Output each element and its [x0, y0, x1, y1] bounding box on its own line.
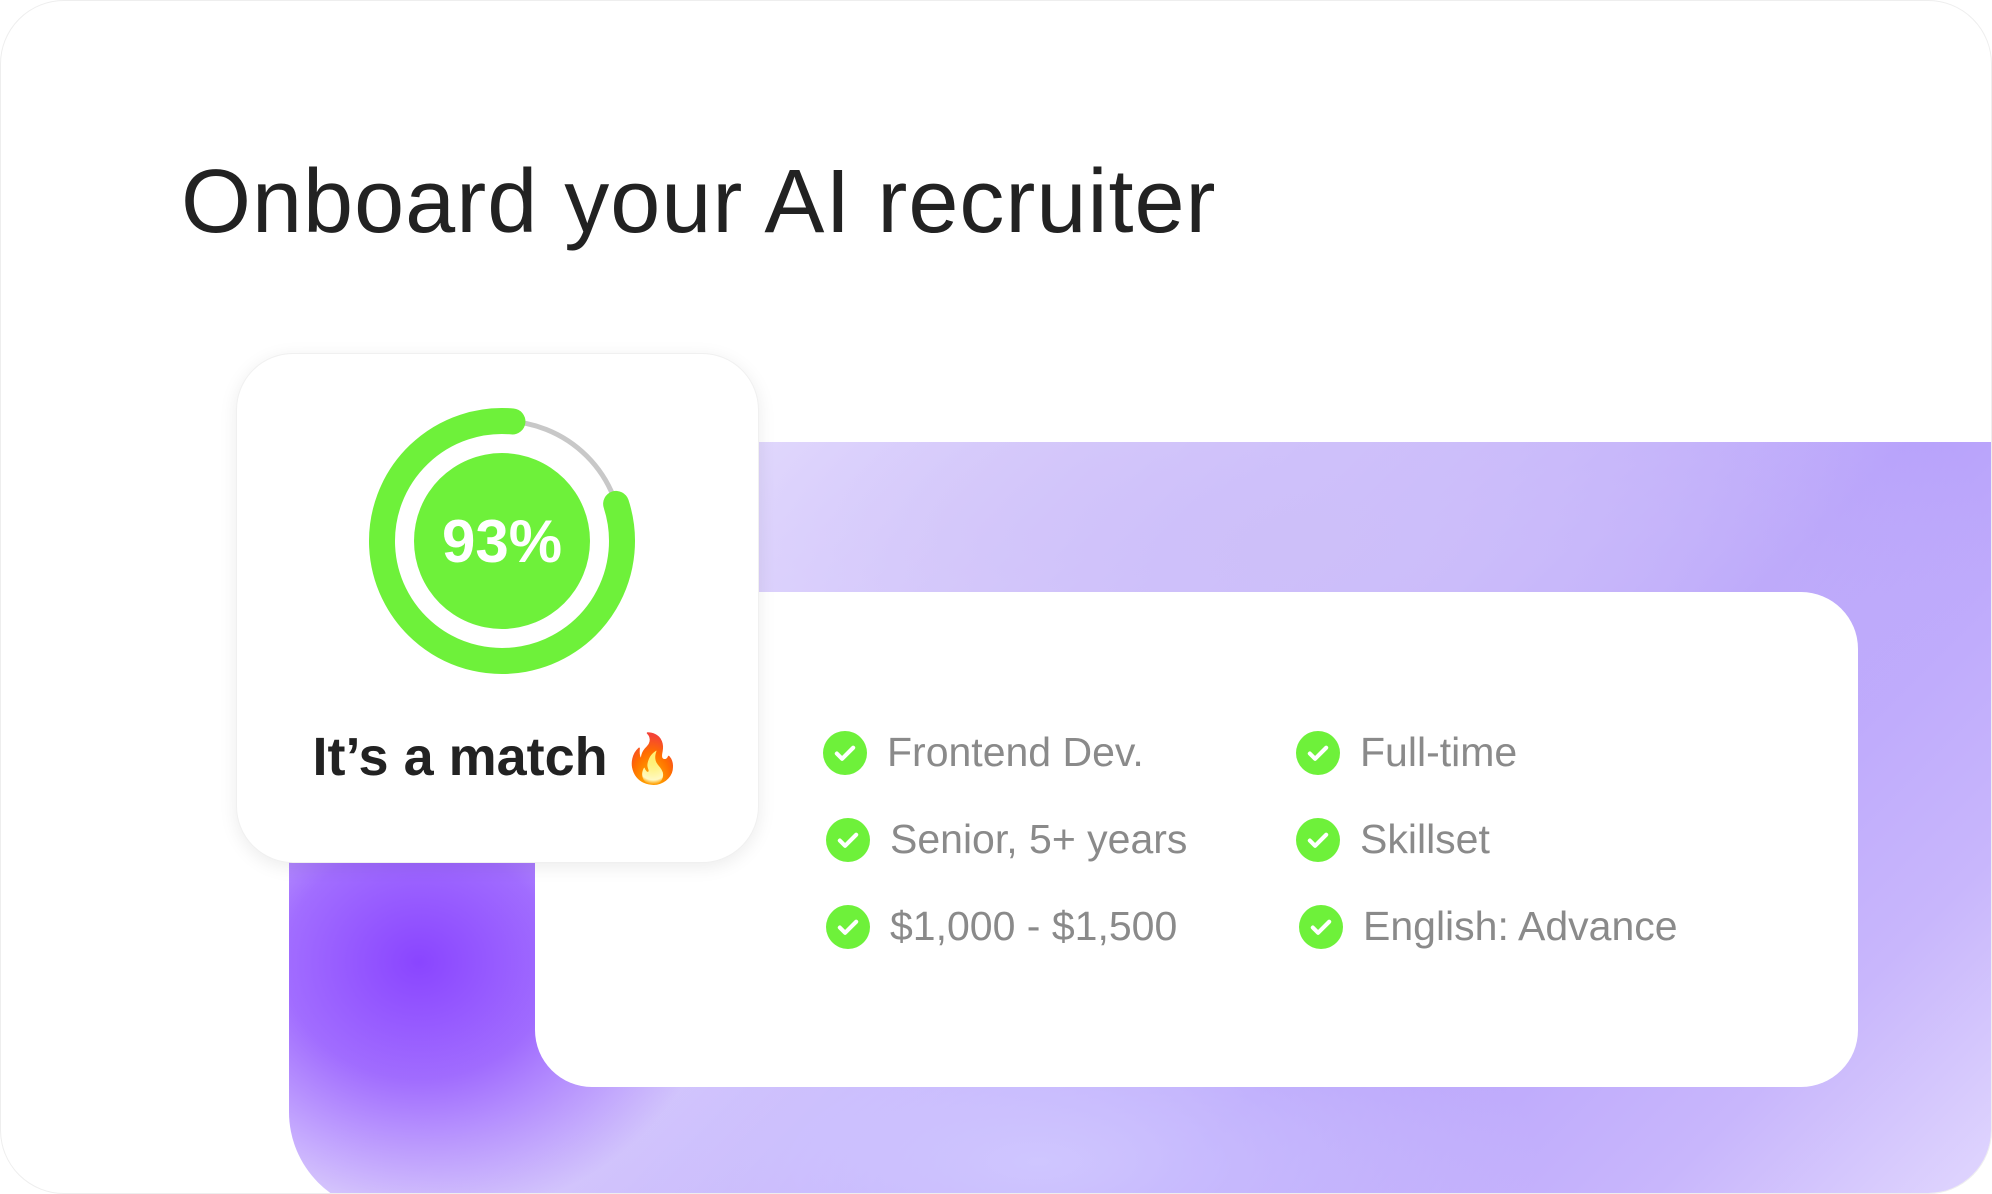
criteria-label: Senior, 5+ years — [890, 816, 1188, 862]
criteria-item: Skillset — [1296, 816, 1490, 863]
progress-arc — [369, 408, 635, 674]
criteria-item: Senior, 5+ years — [826, 816, 1187, 863]
criteria-label: Skillset — [1360, 816, 1490, 862]
match-headline: It’s a match 🔥 — [237, 726, 758, 788]
page-title: Onboard your AI recruiter — [181, 152, 1217, 252]
criteria-item: Full-time — [1296, 729, 1517, 776]
criteria-item: $1,000 - $1,500 — [826, 903, 1177, 950]
criteria-label: Frontend Dev. — [887, 729, 1144, 775]
match-headline-text: It’s a match — [312, 727, 608, 787]
criteria-item: Frontend Dev. — [823, 729, 1144, 776]
check-circle-icon — [826, 817, 870, 862]
fire-icon: 🔥 — [622, 733, 683, 786]
criteria-item: English: Advance — [1299, 903, 1678, 950]
match-percent: 93% — [441, 507, 563, 575]
criteria-label: $1,000 - $1,500 — [890, 903, 1178, 949]
criteria-label: Full-time — [1360, 729, 1518, 775]
criteria-label: English: Advance — [1363, 903, 1678, 949]
check-circle-icon — [1296, 730, 1340, 775]
check-circle-icon — [1299, 904, 1343, 949]
match-score-card: 93% It’s a match 🔥 — [236, 353, 759, 863]
match-progress-ring — [369, 408, 635, 674]
check-circle-icon — [826, 904, 870, 949]
check-circle-icon — [1296, 817, 1340, 862]
check-circle-icon — [823, 730, 867, 775]
score-disc — [414, 453, 590, 629]
